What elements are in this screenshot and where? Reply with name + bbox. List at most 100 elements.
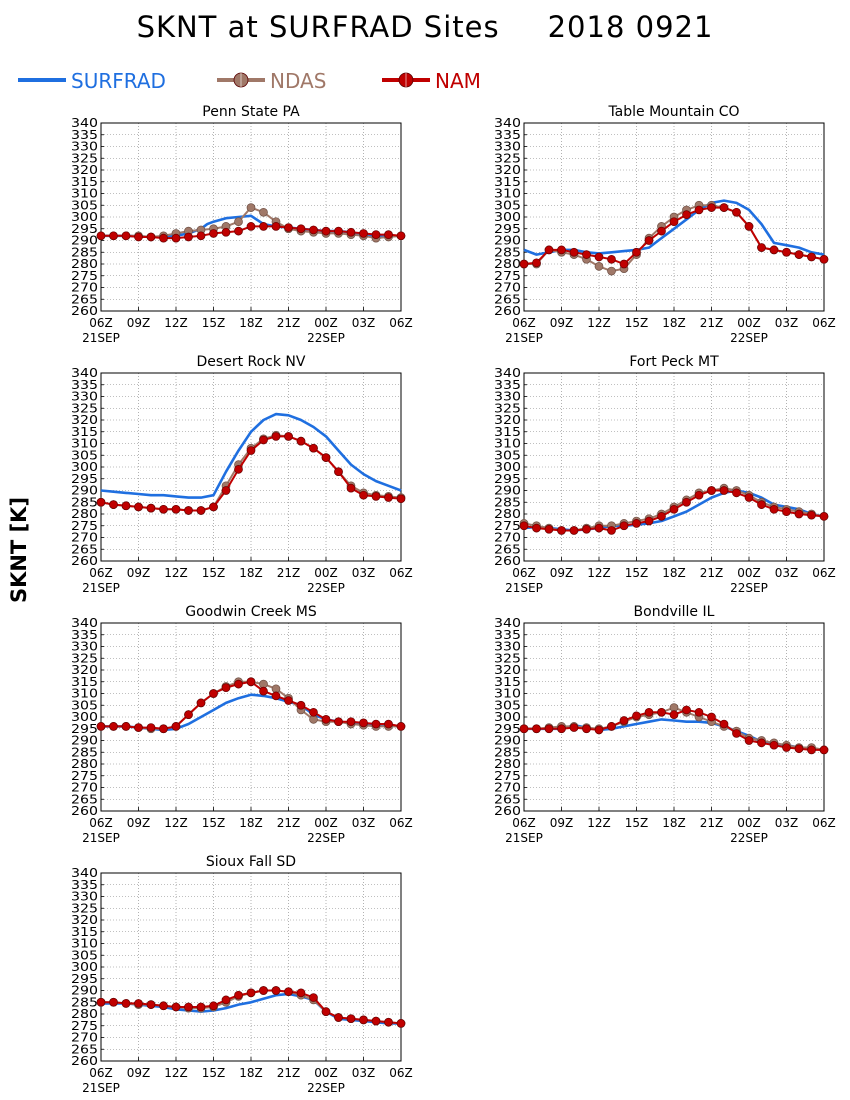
x-tick-label: 00Z (314, 316, 338, 330)
data-point (807, 745, 816, 755)
y-tick-label: 310 (71, 187, 98, 201)
date-label: 22SEP (307, 831, 345, 845)
x-tick-label: 06Z (389, 1066, 413, 1080)
legend-label: NDAS (270, 69, 326, 93)
y-tick-label: 315 (71, 675, 98, 689)
data-point (782, 247, 791, 257)
y-tick-label: 320 (494, 163, 521, 177)
data-point (619, 716, 629, 725)
data-point (234, 217, 243, 227)
data-point (321, 226, 331, 236)
x-tick-label: 06Z (812, 316, 836, 330)
data-point (346, 717, 356, 727)
y-tick-label: 340 (494, 616, 521, 630)
y-tick-label: 325 (494, 651, 521, 665)
y-tick-label: 340 (71, 116, 98, 130)
data-point (159, 233, 168, 243)
data-point (632, 711, 641, 721)
data-point (259, 435, 268, 445)
data-point (309, 993, 318, 1002)
y-tick-label: 320 (71, 913, 98, 927)
figure-title: SKNT at SURFRAD Sites 2018 0921 (0, 10, 850, 44)
data-point (719, 486, 729, 495)
data-point (321, 453, 331, 462)
data-point (271, 432, 281, 441)
date-label: 21SEP (82, 831, 120, 845)
y-tick-label: 260 (494, 804, 521, 818)
data-point (744, 222, 754, 231)
x-tick-label: 15Z (625, 816, 649, 830)
x-tick-label: 21Z (277, 1066, 301, 1080)
legend: SURFRAD NDAS NAM (18, 69, 481, 93)
x-tick-label: 21Z (700, 816, 724, 830)
date-label: 22SEP (730, 831, 768, 845)
y-tick-label: 275 (494, 769, 521, 783)
x-tick-label: 06Z (389, 816, 413, 830)
data-point (246, 203, 256, 212)
data-point (682, 210, 691, 219)
series-nam (519, 705, 829, 755)
data-point (96, 231, 106, 241)
data-point (384, 719, 393, 729)
data-point (209, 689, 218, 698)
data-point (109, 500, 118, 509)
data-point (569, 526, 579, 535)
data-point (234, 990, 243, 1000)
panel-title: Table Mountain CO (607, 104, 739, 120)
data-point (196, 506, 206, 515)
data-point (134, 502, 143, 512)
y-tick-label: 330 (71, 140, 98, 154)
data-point (544, 724, 554, 734)
y-tick-label: 335 (71, 878, 98, 892)
date-label: 22SEP (307, 1081, 345, 1095)
y-tick-label: 260 (71, 804, 98, 818)
y-tick-label: 265 (71, 792, 98, 806)
data-point (171, 722, 181, 731)
y-tick-label: 285 (494, 495, 521, 509)
y-tick-label: 275 (71, 519, 98, 533)
data-point (769, 245, 779, 255)
data-point (657, 707, 666, 717)
y-tick-label: 305 (71, 448, 98, 462)
y-tick-label: 270 (71, 781, 98, 795)
data-point (669, 504, 679, 514)
y-tick-label: 305 (71, 948, 98, 962)
y-tick-label: 300 (71, 210, 98, 224)
data-point (582, 724, 591, 734)
data-point (284, 223, 293, 232)
data-point (384, 230, 393, 239)
y-tick-label: 315 (494, 425, 521, 439)
data-point (296, 224, 306, 234)
y-tick-label: 270 (494, 531, 521, 545)
data-point (184, 506, 193, 515)
data-point (359, 490, 368, 500)
y-tick-label: 330 (71, 640, 98, 654)
series-line (100, 412, 402, 499)
data-point (134, 999, 143, 1008)
date-label: 22SEP (307, 331, 345, 345)
y-tick-label: 320 (71, 163, 98, 177)
x-tick-label: 00Z (737, 566, 761, 580)
y-tick-label: 295 (71, 222, 98, 236)
data-point (569, 247, 579, 257)
y-tick-label: 300 (494, 710, 521, 724)
data-point (121, 231, 131, 241)
x-tick-label: 03Z (775, 566, 799, 580)
x-tick-label: 12Z (164, 566, 188, 580)
y-tick-label: 285 (71, 245, 98, 259)
data-point (359, 229, 368, 238)
y-tick-label: 315 (494, 175, 521, 189)
data-point (657, 511, 666, 521)
data-point (296, 988, 306, 998)
data-point (271, 691, 281, 701)
data-point (582, 524, 591, 534)
y-tick-label: 320 (494, 413, 521, 427)
data-point (657, 226, 666, 236)
data-point (309, 707, 318, 717)
x-tick-label: 03Z (775, 816, 799, 830)
y-tick-label: 300 (71, 710, 98, 724)
x-tick-label: 06Z (89, 566, 113, 580)
y-tick-label: 310 (494, 437, 521, 451)
y-tick-label: 270 (71, 281, 98, 295)
panel-title: Goodwin Creek MS (185, 604, 317, 620)
